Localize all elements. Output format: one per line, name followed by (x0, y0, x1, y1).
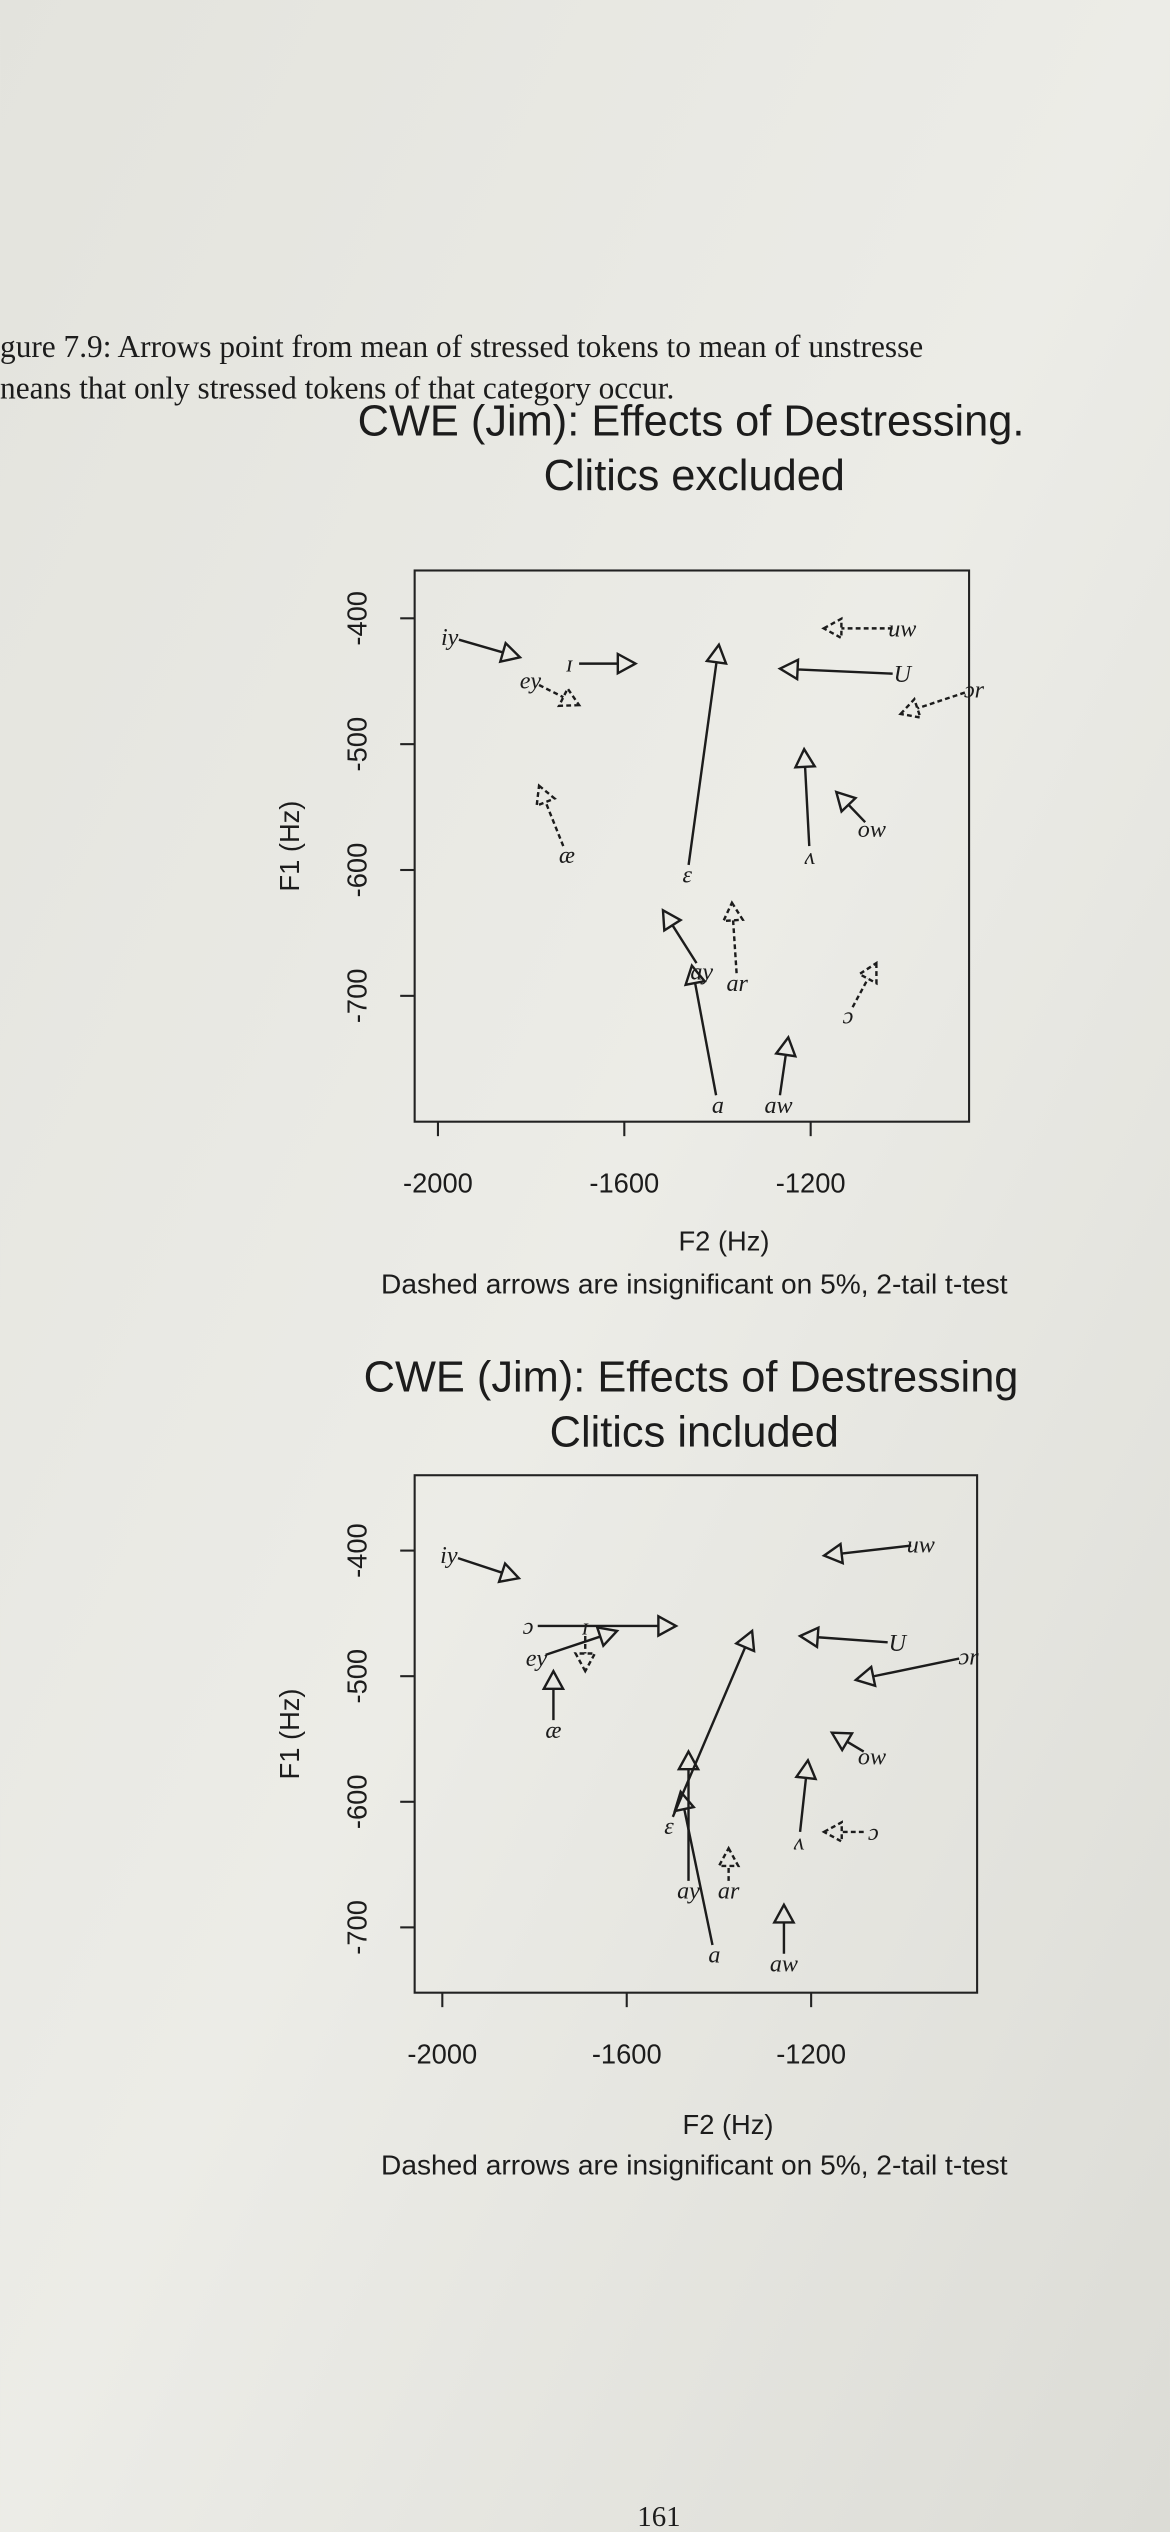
arrow-label: ey (520, 669, 542, 695)
arrow-label: aw (770, 1951, 798, 1977)
y-tick-label: -600 (341, 1774, 372, 1829)
arrow-label: ʌ (804, 844, 815, 870)
arrow (821, 616, 893, 641)
y-tick-label: -600 (341, 843, 372, 898)
x-tick-label: -1200 (776, 1167, 846, 1198)
arrow (537, 1614, 679, 1638)
arrow-label: uw (907, 1532, 935, 1558)
arrow-label: uw (888, 616, 916, 642)
arrow-label: iy (440, 1543, 458, 1569)
arrow (683, 963, 718, 1096)
arrow-label: ar (727, 971, 749, 997)
x-axis-label: F2 (Hz) (683, 2109, 774, 2140)
arrow (898, 691, 966, 720)
arrow (834, 790, 867, 824)
arrow (671, 1628, 756, 1818)
arrow (793, 746, 817, 847)
plot-frame (413, 569, 971, 1123)
arrow-label: ɛ (664, 1814, 674, 1840)
y-axis-label: F1 (Hz) (274, 1688, 305, 1779)
x-tick-label: -1600 (589, 1167, 659, 1198)
y-tick-label: -700 (341, 1900, 372, 1955)
arrow-label: U (894, 662, 913, 688)
arrow-label: ay (690, 959, 713, 985)
chart-title: CWE (Jim): Effects of Destressing. (358, 397, 1025, 445)
arrow-label: ow (858, 817, 886, 843)
y-tick-label: -400 (341, 1523, 372, 1578)
arrow (777, 657, 893, 682)
page-number: 161 (637, 2501, 680, 2532)
arrow-label: U (889, 1631, 908, 1657)
x-tick-label: -2000 (407, 2038, 477, 2069)
arrow (829, 1731, 865, 1753)
y-tick-label: -400 (341, 591, 372, 646)
arrow (772, 1902, 796, 1954)
plot-frame (413, 1474, 979, 1994)
chart-subtitle: Clitics included (550, 1408, 839, 1456)
caption-line: gure 7.9: Arrows point from mean of stre… (0, 329, 923, 364)
arrow-label: ɛ (683, 863, 693, 889)
x-tick-label: -2000 (403, 1167, 473, 1198)
arrow (774, 1034, 798, 1096)
arrow (797, 1625, 888, 1649)
arrow (535, 783, 565, 847)
arrow (721, 900, 745, 974)
caption-line: neans that only stressed tokens of that … (0, 371, 674, 406)
arrow-label: ʌ (794, 1830, 805, 1856)
x-tick-label: -1600 (592, 2038, 662, 2069)
arrow-label: ɔ (868, 1820, 879, 1846)
arrow (579, 651, 639, 676)
arrow (716, 1845, 741, 1881)
arrow (851, 960, 878, 1008)
y-tick-label: -700 (341, 969, 372, 1024)
arrow-label: ɪ (581, 1614, 589, 1640)
y-axis-label: F1 (Hz) (274, 801, 305, 892)
arrow (853, 1657, 960, 1688)
arrow-label: ɔ (843, 1004, 854, 1030)
arrow (573, 1635, 597, 1674)
arrow-label: æ (545, 1718, 561, 1744)
chart-subtitle: Clitics excluded (544, 452, 845, 500)
arrow-label: ey (526, 1646, 548, 1672)
arrow (458, 638, 523, 664)
arrow-label: æ (559, 843, 575, 869)
arrow (821, 1541, 912, 1566)
chart-title: CWE (Jim): Effects of Destressing (364, 1354, 1019, 1402)
arrow (821, 1820, 864, 1844)
y-tick-label: -500 (341, 717, 372, 772)
arrow-label: a (708, 1942, 720, 1968)
arrow (794, 1757, 818, 1833)
arrow (676, 1749, 701, 1881)
arrow-label: ɔr (964, 678, 985, 704)
arrow-label: ay (677, 1879, 700, 1905)
x-tick-label: -1200 (776, 2038, 846, 2069)
y-tick-label: -500 (341, 1649, 372, 1704)
arrow (661, 908, 698, 964)
x-axis-label: F2 (Hz) (679, 1225, 770, 1256)
arrow-label: ɪ (565, 652, 573, 678)
chart-note: Dashed arrows are insignificant on 5%, 2… (381, 1269, 1008, 1300)
arrow-label: ɔ (523, 1614, 534, 1640)
arrow-label: ɔr (959, 1645, 980, 1671)
chart-note: Dashed arrows are insignificant on 5%, 2… (381, 2149, 1008, 2180)
arrow-label: ar (718, 1879, 740, 1905)
arrow (538, 683, 582, 708)
arrow-label: a (712, 1093, 724, 1119)
arrow (545, 1625, 620, 1656)
arrow-label: iy (441, 625, 459, 651)
arrow-label: aw (764, 1093, 792, 1119)
arrow-label: ow (858, 1744, 886, 1770)
arrow (541, 1668, 566, 1721)
arrow (457, 1556, 522, 1584)
arrow (687, 642, 728, 866)
